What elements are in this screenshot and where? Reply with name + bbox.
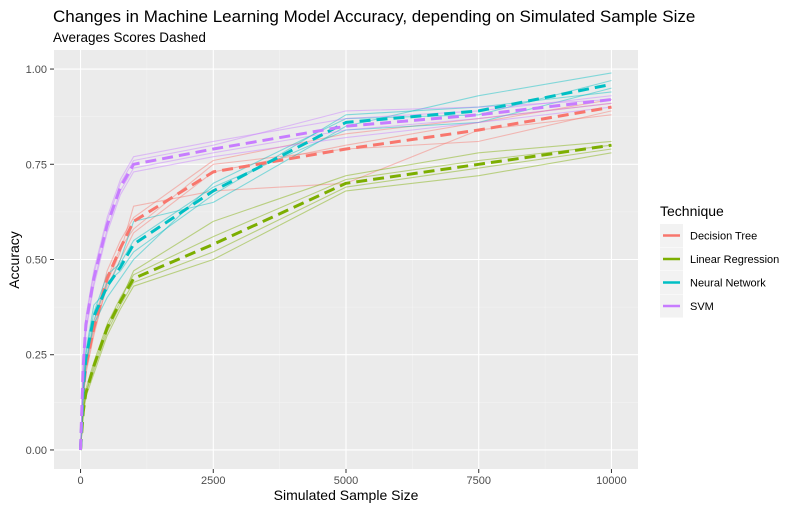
x-tick-label: 0 bbox=[77, 475, 83, 487]
average-line bbox=[79, 82, 612, 451]
chart-subtitle: Averages Scores Dashed bbox=[53, 30, 206, 45]
x-tick-label: 5000 bbox=[334, 475, 358, 487]
legend: Technique Decision Tree Linear Regression… bbox=[660, 203, 779, 318]
x-axis-ticks: 0 2500 5000 7500 10000 bbox=[77, 469, 627, 487]
y-axis-ticks: 0.00 0.25 0.50 0.75 1.00 bbox=[26, 64, 54, 457]
average-line bbox=[79, 143, 612, 451]
run-line bbox=[79, 98, 612, 451]
x-tick-label: 2500 bbox=[201, 475, 225, 487]
y-tick-label: 0.00 bbox=[26, 445, 47, 457]
y-tick-label: 0.50 bbox=[26, 255, 47, 267]
x-axis-label: Simulated Sample Size bbox=[274, 487, 419, 503]
legend-label: Neural Network bbox=[690, 278, 766, 290]
y-tick-label: 1.00 bbox=[26, 64, 47, 76]
y-tick-label: 0.75 bbox=[26, 159, 47, 171]
legend-label: Linear Regression bbox=[690, 254, 779, 266]
legend-items: Decision Tree Linear Regression Neural Net… bbox=[660, 224, 779, 318]
x-tick-label: 10000 bbox=[596, 475, 627, 487]
y-axis-label: Accuracy bbox=[6, 231, 22, 289]
y-tick-label: 0.25 bbox=[26, 350, 47, 362]
average-line bbox=[79, 98, 612, 451]
average-lines bbox=[79, 82, 612, 451]
legend-label: SVM bbox=[690, 301, 714, 313]
x-tick-label: 7500 bbox=[466, 475, 490, 487]
run-line bbox=[79, 152, 612, 451]
chart-title: Changes in Machine Learning Model Accura… bbox=[53, 7, 695, 26]
major-gridlines bbox=[54, 50, 638, 469]
legend-label: Decision Tree bbox=[690, 231, 757, 243]
legend-title: Technique bbox=[660, 203, 724, 219]
